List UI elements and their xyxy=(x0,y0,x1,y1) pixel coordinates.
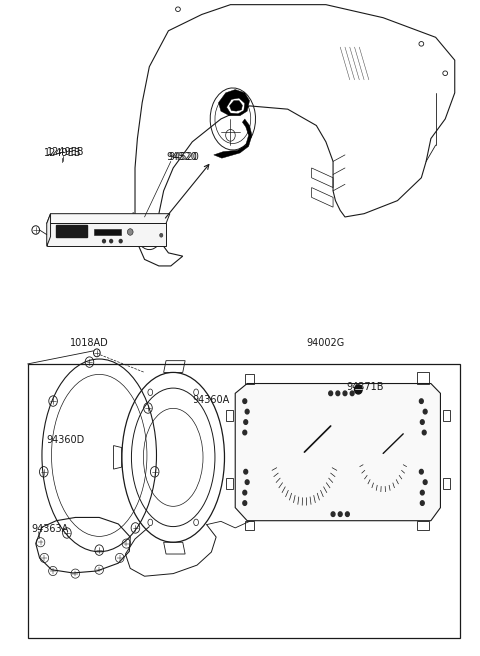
Text: 94371B: 94371B xyxy=(346,382,384,392)
Ellipse shape xyxy=(420,399,423,403)
Ellipse shape xyxy=(420,501,424,505)
Ellipse shape xyxy=(420,420,424,424)
Ellipse shape xyxy=(302,449,307,456)
Ellipse shape xyxy=(110,239,113,243)
Polygon shape xyxy=(218,90,250,115)
Bar xyxy=(371,474,395,486)
Text: 94520: 94520 xyxy=(166,152,197,162)
Ellipse shape xyxy=(331,512,335,516)
Polygon shape xyxy=(47,214,50,247)
Ellipse shape xyxy=(420,490,424,495)
Ellipse shape xyxy=(243,430,247,435)
Ellipse shape xyxy=(245,409,249,414)
Ellipse shape xyxy=(381,451,385,457)
Ellipse shape xyxy=(336,391,340,396)
Ellipse shape xyxy=(329,391,333,396)
Bar xyxy=(56,226,87,237)
Ellipse shape xyxy=(350,391,354,396)
Text: 1249EB: 1249EB xyxy=(44,148,82,158)
Ellipse shape xyxy=(423,480,427,484)
Ellipse shape xyxy=(243,490,247,495)
Polygon shape xyxy=(229,100,242,111)
Text: 94360D: 94360D xyxy=(47,436,85,445)
Text: 94002G: 94002G xyxy=(307,338,345,348)
Ellipse shape xyxy=(422,430,426,435)
Ellipse shape xyxy=(159,234,163,237)
Bar xyxy=(290,480,319,495)
Text: 1018AD: 1018AD xyxy=(70,338,109,348)
Polygon shape xyxy=(227,98,245,113)
Polygon shape xyxy=(235,384,441,521)
Ellipse shape xyxy=(127,229,133,236)
Text: 94363A: 94363A xyxy=(31,524,68,534)
Ellipse shape xyxy=(343,391,347,396)
Ellipse shape xyxy=(420,470,423,474)
Text: 94520: 94520 xyxy=(168,152,199,162)
Ellipse shape xyxy=(103,239,106,243)
Ellipse shape xyxy=(244,470,248,474)
Bar xyxy=(370,436,380,447)
Polygon shape xyxy=(47,214,170,224)
Ellipse shape xyxy=(243,501,247,505)
Ellipse shape xyxy=(346,512,349,516)
Ellipse shape xyxy=(338,512,342,516)
Ellipse shape xyxy=(245,480,249,484)
Ellipse shape xyxy=(243,399,247,403)
Polygon shape xyxy=(47,224,166,247)
Ellipse shape xyxy=(423,409,427,414)
Bar xyxy=(95,230,120,235)
Ellipse shape xyxy=(244,420,248,424)
Ellipse shape xyxy=(355,385,362,394)
Ellipse shape xyxy=(119,239,122,243)
Text: 1249EB: 1249EB xyxy=(47,147,84,157)
Polygon shape xyxy=(214,119,252,158)
Text: 94360A: 94360A xyxy=(192,395,229,405)
